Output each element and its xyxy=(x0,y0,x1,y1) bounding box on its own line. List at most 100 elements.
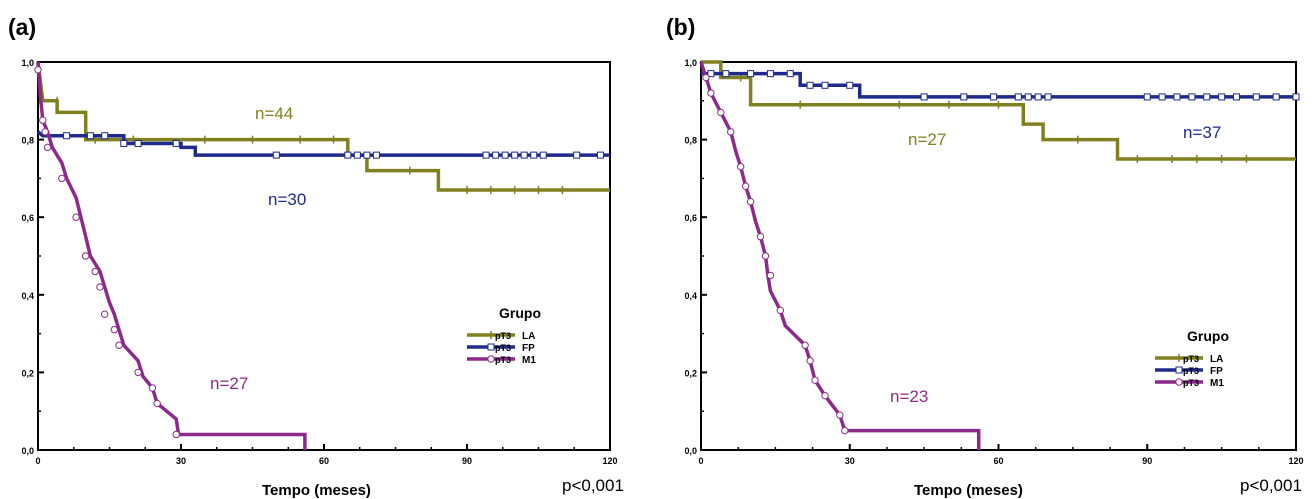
x-tick-label: 60 xyxy=(993,456,1003,466)
panel-label: (a) xyxy=(8,14,37,40)
y-tick-label: 0,2 xyxy=(21,368,34,378)
censor-marker xyxy=(841,426,849,435)
n-label-m1: n=27 xyxy=(210,374,248,393)
legend-label: FP xyxy=(522,343,535,354)
censor-marker xyxy=(101,132,109,140)
censor-marker xyxy=(761,252,770,260)
censor-marker xyxy=(501,151,509,159)
censor-marker xyxy=(836,411,844,419)
censor-marker xyxy=(766,271,775,280)
chart-b: 0,0 0,2 0,4 0,6 0,8 1,0 0 30 60 90 120 n=27 n=37 n=23… xyxy=(684,58,1303,466)
censor-marker xyxy=(736,163,745,171)
censor-marker xyxy=(846,81,854,89)
censor-marker xyxy=(353,151,361,159)
censor-marker xyxy=(91,267,99,276)
censor-marker xyxy=(722,70,730,78)
censor-marker xyxy=(756,232,765,241)
legend-prefix: pT3 xyxy=(495,343,511,353)
legend-marker xyxy=(487,343,495,351)
censor-marker xyxy=(821,81,829,89)
legend-label: LA xyxy=(522,331,535,342)
y-tick-label: 0,6 xyxy=(684,213,697,223)
censor-marker xyxy=(1188,93,1196,101)
censor-marker xyxy=(821,391,829,400)
x-axis-label: Tempo (meses) xyxy=(914,482,1023,499)
legend-prefix: pT3 xyxy=(495,355,511,365)
censor-marker xyxy=(741,182,750,190)
chart-a: 0,0 0,2 0,4 0,6 0,8 1,0 0 30 60 90 120 n=44 n=30 n=27… xyxy=(21,58,617,466)
censor-marker xyxy=(1272,93,1280,101)
panel-label: (b) xyxy=(666,14,696,40)
censor-marker xyxy=(1252,93,1260,101)
censor-marker xyxy=(717,108,725,117)
censor-marker xyxy=(58,174,66,183)
x-tick-label: 0 xyxy=(698,456,703,466)
censor-marker xyxy=(134,139,142,147)
km-curve-m1 xyxy=(699,61,981,450)
censor-marker xyxy=(492,151,500,159)
km-curve-fp xyxy=(701,71,1296,99)
censor-marker xyxy=(1158,93,1166,101)
censor-marker xyxy=(110,326,118,334)
km-curve-la xyxy=(36,61,610,192)
legend-title: Grupo xyxy=(1187,328,1229,344)
n-label-la: n=44 xyxy=(255,104,293,123)
x-tick-label: 120 xyxy=(1288,456,1303,466)
censor-marker xyxy=(1014,93,1022,101)
legend-marker xyxy=(1175,378,1183,386)
x-tick-label: 90 xyxy=(1142,456,1152,466)
censor-marker xyxy=(727,128,735,136)
legend-label: M1 xyxy=(1210,378,1224,389)
censor-marker xyxy=(1143,93,1151,101)
y-tick-label: 0,8 xyxy=(21,136,34,146)
legend-title: Grupo xyxy=(499,305,541,321)
censor-marker xyxy=(766,70,774,78)
censor-marker xyxy=(776,306,785,315)
censor-marker xyxy=(702,73,710,82)
censor-marker xyxy=(746,197,755,206)
x-tick-label: 60 xyxy=(319,456,329,466)
legend-prefix: pT3 xyxy=(495,331,511,341)
n-label-fp: n=30 xyxy=(268,190,306,209)
x-tick-label: 90 xyxy=(462,456,472,466)
censor-marker xyxy=(1233,93,1240,101)
legend-label: LA xyxy=(1210,354,1223,365)
y-tick-label: 0,6 xyxy=(21,213,34,223)
legend-prefix: pT3 xyxy=(1183,366,1199,376)
censor-marker xyxy=(786,70,794,78)
censor-marker xyxy=(39,116,47,124)
censor-marker xyxy=(43,143,52,152)
y-tick-label: 1,0 xyxy=(684,58,697,68)
y-tick-label: 0,2 xyxy=(684,368,697,378)
n-label-fp: n=37 xyxy=(1183,123,1221,142)
censor-marker xyxy=(344,151,352,159)
censor-marker xyxy=(811,376,819,384)
censor-marker xyxy=(1203,93,1211,101)
legend-prefix: pT3 xyxy=(1183,378,1199,388)
censor-marker xyxy=(72,213,80,221)
censor-marker xyxy=(363,151,371,159)
censor-marker xyxy=(707,70,715,78)
censor-marker xyxy=(63,132,71,140)
censor-marker xyxy=(1044,93,1052,101)
p-value: p<0,001 xyxy=(1240,476,1302,495)
censor-marker xyxy=(573,151,581,159)
censor-marker xyxy=(520,151,528,159)
panel-b: (b) 0,0 0,2 0,4 0,6 0,8 1,0 0 30 60 90 120 n=27 n=37… xyxy=(658,0,1316,499)
y-tick-label: 0,8 xyxy=(684,136,697,146)
y-tick-label: 0,4 xyxy=(21,291,34,301)
censor-marker xyxy=(134,368,142,377)
legend-label: FP xyxy=(1210,366,1223,377)
censor-marker xyxy=(148,384,157,392)
censor-marker xyxy=(120,139,128,147)
censor-marker xyxy=(707,89,715,97)
y-tick-label: 0,0 xyxy=(684,446,697,456)
legend-prefix: pT3 xyxy=(1183,354,1199,364)
censor-marker xyxy=(1024,93,1032,101)
censor-marker xyxy=(596,151,604,159)
censor-marker xyxy=(101,310,109,318)
censor-marker xyxy=(272,151,280,159)
censor-marker xyxy=(1173,93,1181,101)
x-axis-label: Tempo (meses) xyxy=(262,482,371,499)
censor-marker xyxy=(920,93,928,101)
